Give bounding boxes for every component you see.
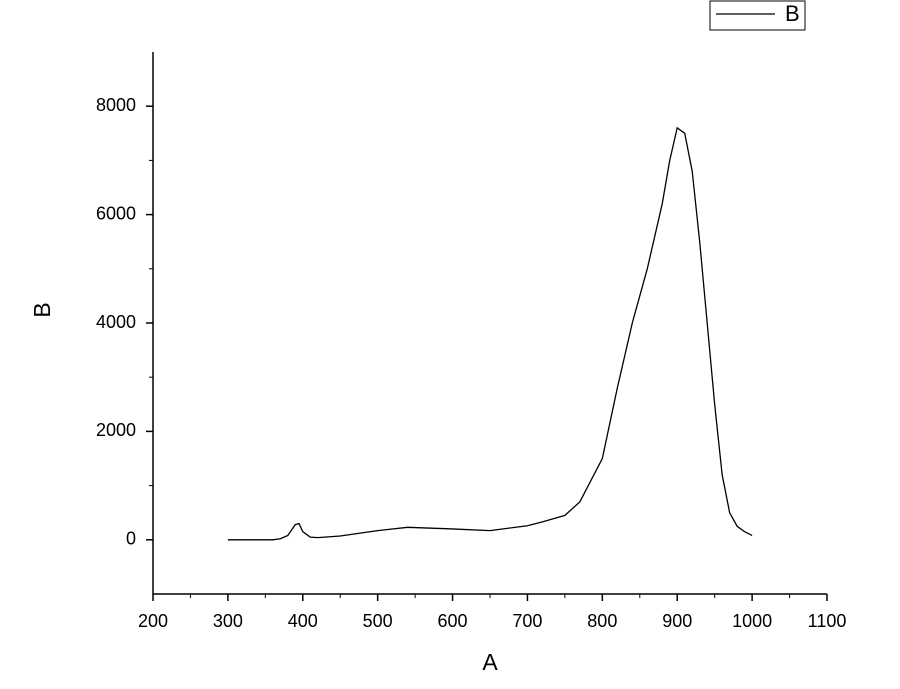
y-tick-label: 2000 (96, 420, 136, 440)
x-tick-label: 1000 (732, 611, 772, 631)
y-tick-label: 4000 (96, 312, 136, 332)
legend-box (709, 0, 806, 31)
x-tick-label: 200 (138, 611, 168, 631)
x-tick-label: 900 (662, 611, 692, 631)
x-axis-title: A (482, 649, 498, 675)
x-tick-label: 400 (288, 611, 318, 631)
y-tick-label: 6000 (96, 203, 136, 223)
x-tick-label: 300 (213, 611, 243, 631)
x-tick-label: 800 (587, 611, 617, 631)
y-tick-label: 8000 (96, 95, 136, 115)
legend-label: B (785, 1, 800, 26)
x-tick-label: 500 (363, 611, 393, 631)
data-line (227, 126, 753, 541)
y-axis-title: B (29, 302, 55, 317)
y-tick-label: 0 (126, 529, 136, 549)
x-tick-label: 1100 (808, 611, 847, 631)
x-tick-label: 600 (438, 611, 468, 631)
x-tick-label: 700 (512, 611, 542, 631)
